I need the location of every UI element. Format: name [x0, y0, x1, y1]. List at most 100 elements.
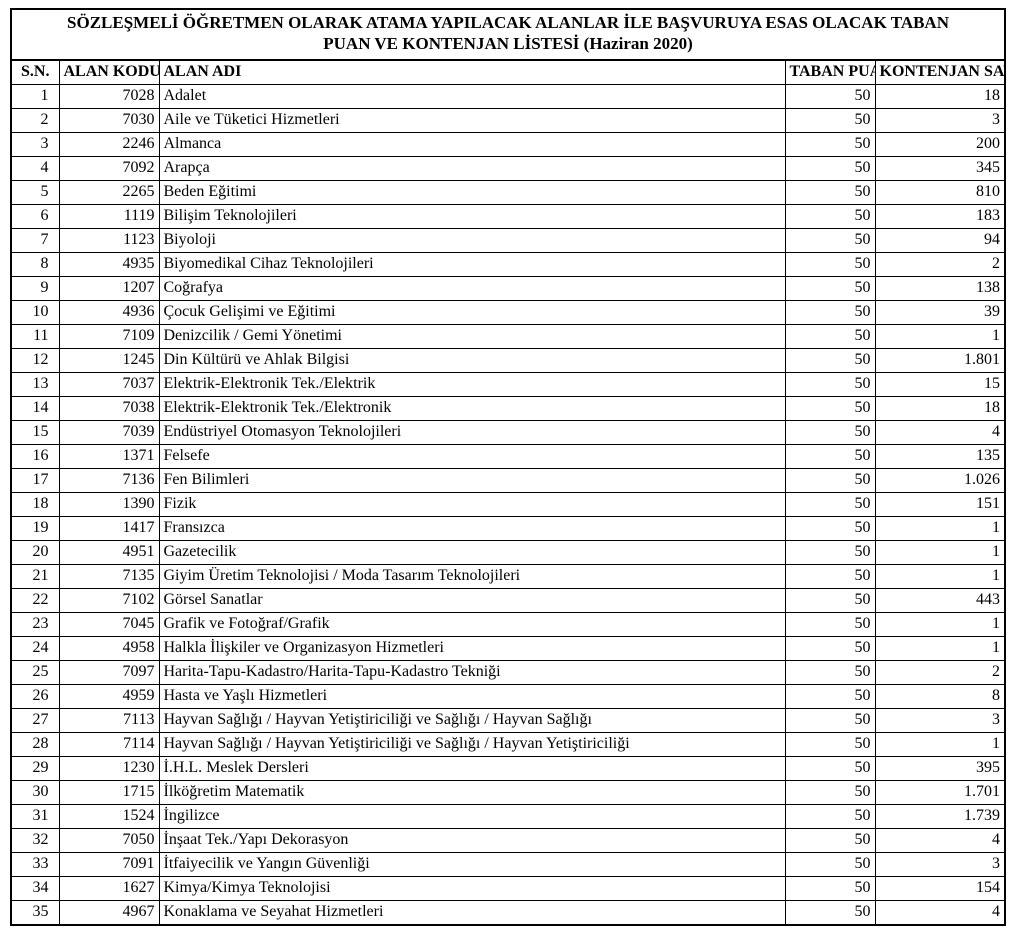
cell-puan: 50: [785, 276, 875, 300]
cell-kod: 1524: [59, 804, 159, 828]
cell-puan: 50: [785, 84, 875, 108]
cell-kont: 138: [875, 276, 1005, 300]
cell-kont: 1: [875, 516, 1005, 540]
cell-ad: Biyoloji: [159, 228, 785, 252]
cell-kont: 15: [875, 372, 1005, 396]
table-row: 84935Biyomedikal Cihaz Teknolojileri502: [11, 252, 1005, 276]
cell-kont: 1.739: [875, 804, 1005, 828]
cell-kont: 1: [875, 612, 1005, 636]
cell-ad: İlköğretim Matematik: [159, 780, 785, 804]
cell-sn: 1: [11, 84, 59, 108]
cell-kont: 1.701: [875, 780, 1005, 804]
cell-kont: 4: [875, 900, 1005, 925]
cell-kont: 151: [875, 492, 1005, 516]
cell-kont: 200: [875, 132, 1005, 156]
cell-kod: 7113: [59, 708, 159, 732]
table-row: 291230İ.H.L. Meslek Dersleri50395: [11, 756, 1005, 780]
cell-sn: 26: [11, 684, 59, 708]
cell-puan: 50: [785, 852, 875, 876]
cell-sn: 13: [11, 372, 59, 396]
table-row: 191417Fransızca501: [11, 516, 1005, 540]
cell-puan: 50: [785, 252, 875, 276]
cell-kont: 1.801: [875, 348, 1005, 372]
table-row: 27030Aile ve Tüketici Hizmetleri503: [11, 108, 1005, 132]
cell-kod: 7037: [59, 372, 159, 396]
cell-puan: 50: [785, 156, 875, 180]
cell-puan: 50: [785, 420, 875, 444]
cell-kont: 4: [875, 828, 1005, 852]
cell-kod: 7092: [59, 156, 159, 180]
cell-kod: 1371: [59, 444, 159, 468]
table-row: 147038Elektrik-Elektronik Tek./Elektroni…: [11, 396, 1005, 420]
cell-sn: 20: [11, 540, 59, 564]
cell-sn: 11: [11, 324, 59, 348]
cell-kod: 7050: [59, 828, 159, 852]
cell-puan: 50: [785, 180, 875, 204]
cell-kont: 1: [875, 564, 1005, 588]
cell-sn: 31: [11, 804, 59, 828]
cell-puan: 50: [785, 228, 875, 252]
cell-kod: 4936: [59, 300, 159, 324]
cell-kod: 7102: [59, 588, 159, 612]
cell-ad: Coğrafya: [159, 276, 785, 300]
cell-kod: 7039: [59, 420, 159, 444]
cell-kont: 1: [875, 732, 1005, 756]
cell-kont: 3: [875, 852, 1005, 876]
cell-kod: 7136: [59, 468, 159, 492]
cell-ad: Beden Eğitimi: [159, 180, 785, 204]
table-row: 327050İnşaat Tek./Yapı Dekorasyon504: [11, 828, 1005, 852]
cell-ad: Almanca: [159, 132, 785, 156]
cell-kod: 2265: [59, 180, 159, 204]
document-page: SÖZLEŞMELİ ÖĞRETMEN OLARAK ATAMA YAPILAC…: [10, 8, 1006, 926]
cell-ad: Hasta ve Yaşlı Hizmetleri: [159, 684, 785, 708]
cell-kod: 7109: [59, 324, 159, 348]
cell-ad: Grafik ve Fotoğraf/Grafik: [159, 612, 785, 636]
table-row: 341627Kimya/Kimya Teknolojisi50154: [11, 876, 1005, 900]
table-row: 227102Görsel Sanatlar50443: [11, 588, 1005, 612]
cell-kod: 7030: [59, 108, 159, 132]
header-puan: TABAN PUANI: [785, 60, 875, 85]
table-row: 257097Harita-Tapu-Kadastro/Harita-Tapu-K…: [11, 660, 1005, 684]
cell-kod: 1417: [59, 516, 159, 540]
cell-sn: 28: [11, 732, 59, 756]
cell-puan: 50: [785, 132, 875, 156]
cell-kod: 4958: [59, 636, 159, 660]
cell-kod: 4967: [59, 900, 159, 925]
cell-sn: 8: [11, 252, 59, 276]
cell-kod: 7097: [59, 660, 159, 684]
cell-kod: 1390: [59, 492, 159, 516]
table-row: 287114Hayvan Sağlığı / Hayvan Yetiştiric…: [11, 732, 1005, 756]
cell-ad: Elektrik-Elektronik Tek./Elektronik: [159, 396, 785, 420]
cell-sn: 35: [11, 900, 59, 925]
cell-sn: 33: [11, 852, 59, 876]
cell-puan: 50: [785, 732, 875, 756]
cell-puan: 50: [785, 900, 875, 925]
cell-sn: 23: [11, 612, 59, 636]
cell-ad: Hayvan Sağlığı / Hayvan Yetiştiriciliği …: [159, 708, 785, 732]
title-line-1: SÖZLEŞMELİ ÖĞRETMEN OLARAK ATAMA YAPILAC…: [67, 13, 949, 32]
cell-puan: 50: [785, 348, 875, 372]
title-line-2: PUAN VE KONTENJAN LİSTESİ (Haziran 2020): [323, 34, 692, 53]
cell-kod: 7091: [59, 852, 159, 876]
cell-puan: 50: [785, 444, 875, 468]
cell-kod: 7135: [59, 564, 159, 588]
table-row: 117109Denizcilik / Gemi Yönetimi501: [11, 324, 1005, 348]
table-row: 121245Din Kültürü ve Ahlak Bilgisi501.80…: [11, 348, 1005, 372]
table-row: 264959Hasta ve Yaşlı Hizmetleri508: [11, 684, 1005, 708]
cell-ad: Elektrik-Elektronik Tek./Elektrik: [159, 372, 785, 396]
cell-sn: 16: [11, 444, 59, 468]
cell-kont: 3: [875, 708, 1005, 732]
cell-kont: 810: [875, 180, 1005, 204]
cell-kont: 18: [875, 396, 1005, 420]
cell-kod: 1230: [59, 756, 159, 780]
cell-puan: 50: [785, 660, 875, 684]
cell-puan: 50: [785, 300, 875, 324]
cell-sn: 21: [11, 564, 59, 588]
cell-kont: 94: [875, 228, 1005, 252]
cell-sn: 19: [11, 516, 59, 540]
cell-kont: 2: [875, 252, 1005, 276]
cell-ad: Halkla İlişkiler ve Organizasyon Hizmetl…: [159, 636, 785, 660]
table-row: 17028Adalet5018: [11, 84, 1005, 108]
cell-sn: 17: [11, 468, 59, 492]
table-row: 181390Fizik50151: [11, 492, 1005, 516]
